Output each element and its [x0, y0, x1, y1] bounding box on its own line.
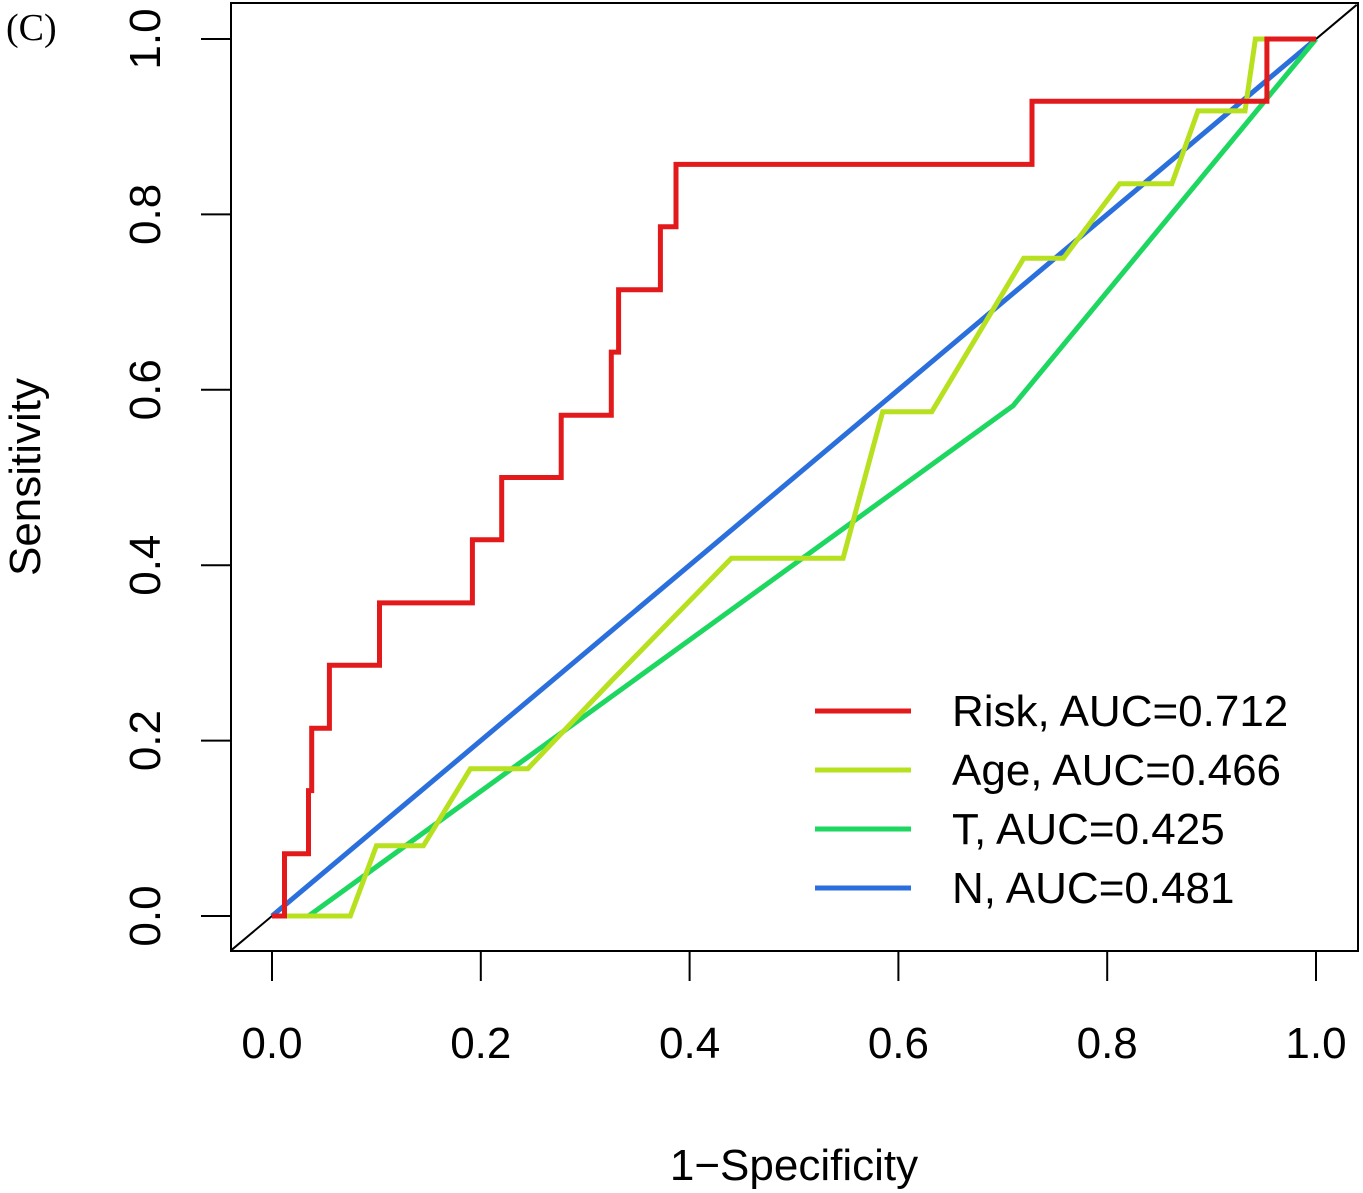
y-tick-label: 0.8	[121, 184, 170, 245]
legend: Risk, AUC=0.712 Age, AUC=0.466 T, AUC=0.42…	[815, 687, 1288, 913]
y-tick-label: 0.0	[121, 885, 170, 946]
roc-curve-risk	[272, 36, 1316, 919]
roc-curves	[270, 36, 1318, 919]
x-tick-label: 0.4	[659, 1019, 720, 1068]
x-tick-label: 0.6	[868, 1019, 929, 1068]
y-tick-label: 1.0	[121, 8, 170, 69]
x-axis: 0.0 0.2 0.4 0.6 0.8 1.0	[241, 950, 1347, 1068]
legend-label: T, AUC=0.425	[952, 805, 1225, 854]
legend-label: Age, AUC=0.466	[952, 746, 1281, 795]
legend-label: N, AUC=0.481	[952, 864, 1235, 913]
y-axis: 0.0 0.2 0.4 0.6 0.8 1.0	[121, 8, 232, 947]
x-tick-label: 0.0	[241, 1019, 302, 1068]
y-tick-label: 0.2	[121, 710, 170, 771]
x-tick-label: 0.8	[1077, 1019, 1138, 1068]
y-axis-label: Sensitivity	[1, 378, 50, 576]
roc-curve-age	[272, 36, 1316, 919]
legend-label: Risk, AUC=0.712	[952, 687, 1288, 736]
y-tick-label: 0.6	[121, 359, 170, 420]
panel-label: (C)	[6, 7, 57, 49]
x-tick-label: 1.0	[1285, 1019, 1346, 1068]
y-tick-label: 0.4	[121, 535, 170, 596]
x-tick-label: 0.2	[450, 1019, 511, 1068]
x-axis-label: 1−Specificity	[670, 1141, 918, 1190]
